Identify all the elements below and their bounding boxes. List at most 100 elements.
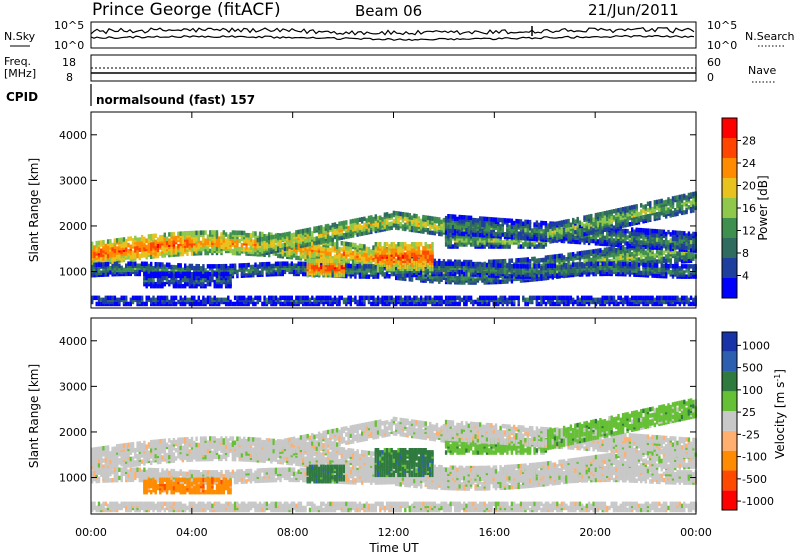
power-cell bbox=[340, 241, 343, 246]
power-cell bbox=[150, 297, 153, 303]
power-cell bbox=[497, 263, 500, 268]
power-cell bbox=[313, 266, 316, 272]
power-cell bbox=[524, 219, 527, 225]
power-cell bbox=[488, 301, 491, 307]
power-cell bbox=[363, 258, 366, 263]
power-cell bbox=[170, 295, 173, 301]
power-cell bbox=[177, 279, 180, 285]
power-cell bbox=[247, 262, 250, 268]
power-cell bbox=[113, 269, 117, 275]
power-cell bbox=[370, 264, 373, 269]
power-cell bbox=[163, 281, 166, 287]
power-cell bbox=[383, 254, 387, 259]
power-cell bbox=[97, 248, 101, 254]
power-cell bbox=[238, 246, 241, 252]
power-cell bbox=[147, 273, 151, 279]
power-cell bbox=[444, 230, 448, 235]
power-cell bbox=[410, 225, 414, 231]
power-cell bbox=[333, 273, 337, 278]
power-cell bbox=[333, 230, 337, 236]
power-cell bbox=[283, 269, 287, 275]
power-cell bbox=[361, 301, 364, 307]
power-cell bbox=[288, 235, 291, 241]
power-cell bbox=[519, 257, 523, 263]
power-cell bbox=[401, 242, 405, 247]
power-cell bbox=[220, 279, 223, 285]
power-cell bbox=[503, 269, 507, 275]
power-cell bbox=[544, 242, 548, 247]
power-cell bbox=[535, 258, 539, 263]
power-cell bbox=[136, 237, 139, 242]
power-cell bbox=[174, 301, 178, 307]
power-cell bbox=[308, 235, 312, 241]
power-cell bbox=[286, 250, 289, 255]
power-cell bbox=[528, 226, 532, 231]
power-cell bbox=[390, 221, 393, 226]
power-cell bbox=[336, 240, 339, 245]
power-cell bbox=[290, 243, 293, 248]
power-cell bbox=[361, 225, 364, 230]
power-cell bbox=[218, 272, 221, 277]
power-cell bbox=[395, 262, 398, 267]
power-cell bbox=[102, 262, 105, 267]
power-cell bbox=[415, 295, 418, 301]
power-cell bbox=[494, 259, 498, 264]
power-cell bbox=[152, 233, 155, 239]
power-cell bbox=[408, 295, 411, 301]
power-cell bbox=[381, 295, 384, 301]
power-cell bbox=[204, 268, 207, 273]
power-cell bbox=[426, 268, 430, 273]
power-cell bbox=[100, 256, 103, 262]
power-cell bbox=[440, 261, 443, 266]
power-cell bbox=[397, 217, 400, 222]
power-cell bbox=[199, 230, 203, 235]
power-cell bbox=[122, 241, 126, 246]
power-cell bbox=[308, 258, 312, 264]
power-cell bbox=[240, 230, 244, 236]
power-cell bbox=[156, 301, 160, 307]
power-cell bbox=[193, 265, 196, 271]
power-cell bbox=[549, 254, 552, 260]
power-cell bbox=[129, 261, 132, 266]
power-cell bbox=[265, 261, 269, 267]
power-cell bbox=[363, 244, 366, 249]
power-cell bbox=[272, 295, 275, 301]
power-cell bbox=[547, 255, 550, 260]
power-cell bbox=[306, 238, 309, 243]
power-cell bbox=[379, 254, 382, 259]
power-cell bbox=[311, 235, 314, 240]
power-cell bbox=[159, 251, 162, 256]
power-cell bbox=[127, 301, 130, 307]
power-cell bbox=[490, 217, 493, 222]
power-cell bbox=[93, 245, 96, 250]
power-cell bbox=[508, 295, 511, 301]
power-cell bbox=[451, 224, 455, 230]
power-cell bbox=[156, 295, 160, 301]
power-cell bbox=[113, 238, 117, 243]
power-cell bbox=[125, 271, 128, 277]
power-cell bbox=[460, 219, 464, 224]
power-cell bbox=[492, 295, 495, 301]
power-cell bbox=[179, 295, 182, 301]
power-cell bbox=[159, 295, 162, 301]
power-cell bbox=[111, 263, 114, 269]
power-cell bbox=[358, 217, 362, 222]
power-cell bbox=[406, 244, 409, 249]
power-cell bbox=[252, 264, 255, 270]
power-cell bbox=[220, 232, 223, 237]
power-cell bbox=[549, 295, 552, 301]
power-cell bbox=[506, 244, 509, 249]
power-cell bbox=[254, 301, 257, 307]
power-cell bbox=[147, 246, 151, 251]
power-cell bbox=[213, 264, 216, 269]
power-cell bbox=[238, 263, 241, 268]
power-cell bbox=[494, 236, 498, 241]
power-cell bbox=[372, 245, 375, 250]
power-cell bbox=[524, 297, 527, 303]
power-cell bbox=[243, 230, 246, 236]
power-cell bbox=[279, 253, 282, 259]
power-cell bbox=[152, 244, 155, 249]
power-cell bbox=[435, 301, 439, 307]
power-cell bbox=[395, 215, 398, 220]
